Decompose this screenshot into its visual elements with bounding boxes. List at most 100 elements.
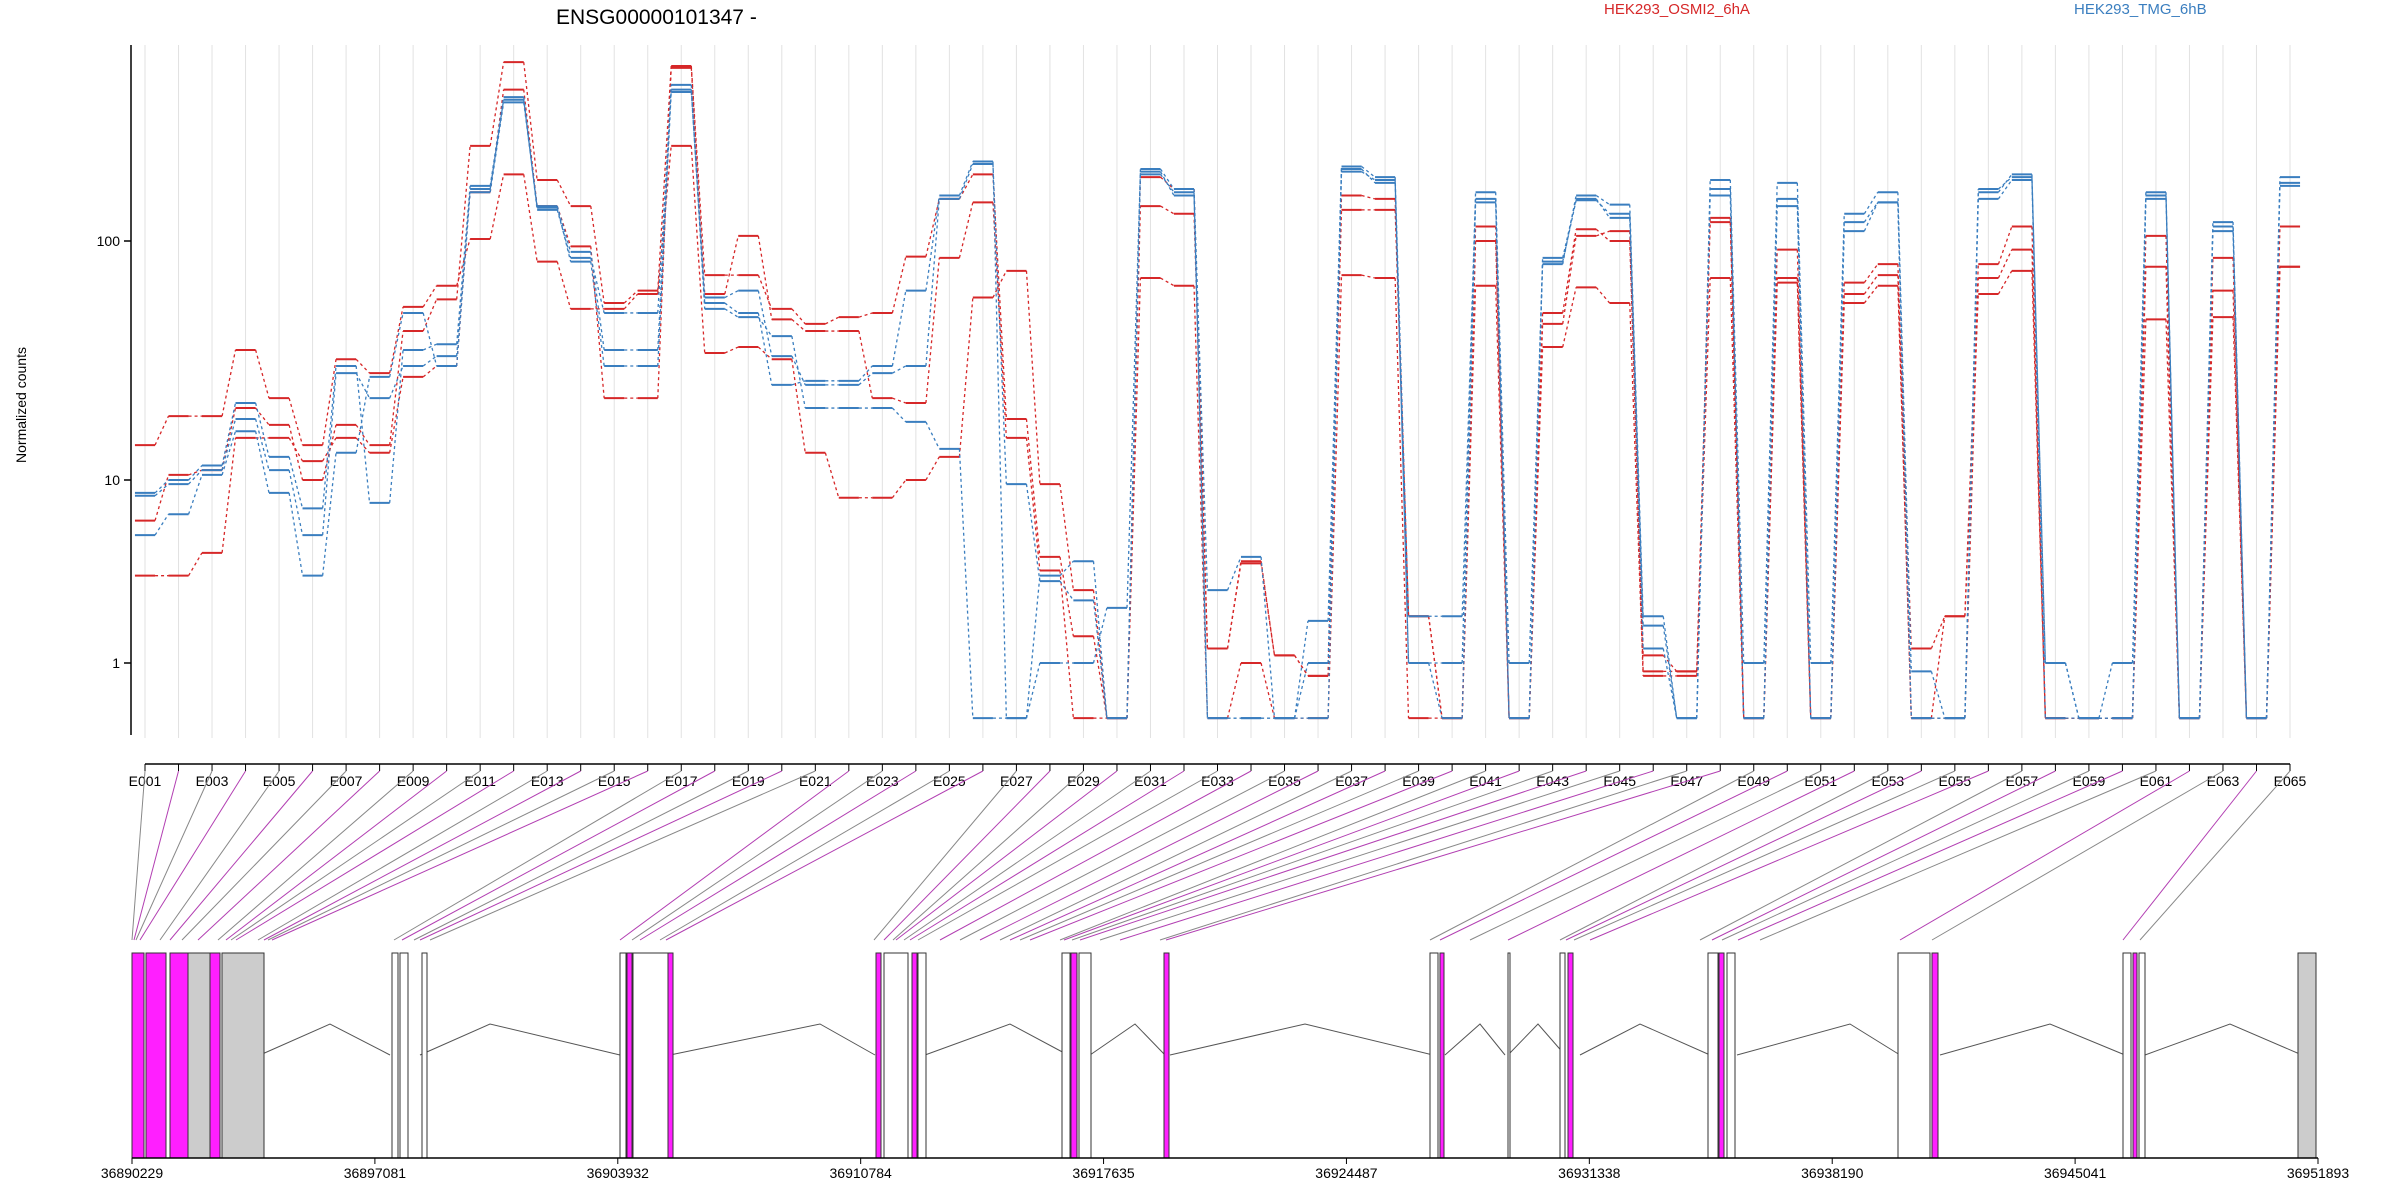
exon-bin-label: E055 [1938, 773, 1971, 789]
series-connector [1595, 199, 1611, 215]
exon-connector [639, 770, 917, 941]
series-connector [1025, 662, 1041, 719]
series-connector [221, 437, 237, 553]
series-connector [1361, 274, 1376, 279]
series-connector [590, 205, 605, 304]
exon-connector [1029, 770, 1453, 941]
exon-bin-label: E041 [1469, 773, 1502, 789]
series-connector [1528, 323, 1544, 719]
exon-connector [1079, 770, 1587, 941]
series-connector [1863, 263, 1879, 283]
exon-connector [181, 770, 347, 941]
series-connector [858, 372, 873, 386]
exon-block [1707, 952, 1719, 1159]
series-connector [221, 431, 237, 476]
series-connector [422, 299, 438, 332]
series-connector [925, 198, 940, 367]
exon-connector [1565, 770, 1922, 941]
series-connector [1293, 662, 1309, 719]
series-connector [1126, 206, 1142, 719]
exon-connector [267, 770, 615, 941]
series-connector [188, 552, 203, 577]
series-connector [690, 92, 706, 298]
series-connector [1059, 556, 1075, 637]
series-connector [1863, 285, 1879, 304]
series-connector [791, 380, 806, 386]
series-connector [1495, 198, 1510, 719]
series-connector [2165, 198, 2181, 719]
series-connector [1092, 561, 1108, 719]
series-connector [254, 349, 270, 399]
intron-line [669, 1023, 876, 1056]
series-connector [1997, 270, 2013, 295]
series-connector [1964, 198, 1979, 719]
series-connector [556, 209, 572, 259]
series-connector [1662, 616, 1678, 719]
exon-connector [1159, 770, 1687, 941]
series-connector [1159, 171, 1175, 196]
exon-connector [999, 770, 1352, 941]
exon-connector [263, 770, 581, 941]
series-connector [288, 469, 304, 536]
series-connector [1629, 213, 1644, 626]
series-connector [422, 343, 437, 351]
series-connector [1863, 202, 1879, 232]
series-connector [1528, 261, 1544, 719]
exon-bin-label: E025 [933, 773, 966, 789]
exon-bin-label: E023 [866, 773, 899, 789]
intron-line [259, 1023, 391, 1056]
exon-block [917, 952, 927, 1159]
series-connector [523, 174, 538, 262]
y-axis-label: Normalized counts [13, 347, 29, 463]
series-3 [134, 88, 2301, 720]
series-connector [1830, 294, 1845, 719]
series-connector [523, 99, 538, 208]
series-connector [791, 308, 806, 325]
series-connector [791, 318, 806, 332]
series-connector [892, 397, 907, 404]
series-connector [724, 290, 739, 299]
exon-connector [139, 770, 246, 941]
genomic-coordinate-label: 36903932 [587, 1165, 650, 1181]
series-connector [1897, 192, 1912, 672]
series-connector [958, 161, 974, 196]
exon-bin-label: E029 [1067, 773, 1100, 789]
exon-block [619, 952, 627, 1159]
series-connector [1025, 483, 1041, 582]
series-connector [355, 358, 371, 374]
series-group [134, 61, 2301, 720]
intron-line [1444, 1023, 1506, 1056]
series-connector [2265, 185, 2281, 719]
series-connector [1160, 277, 1175, 287]
series-connector [389, 312, 404, 378]
exon-connector [1931, 770, 2224, 941]
series-connector [1361, 171, 1376, 181]
series-connector [489, 89, 505, 193]
series-connector [389, 376, 404, 453]
exon-connector [230, 770, 481, 941]
series-connector [321, 365, 337, 509]
exon-block [875, 952, 882, 1159]
series-connector [2232, 222, 2248, 719]
exon-bin-label: E027 [1000, 773, 1033, 789]
exon-connector [892, 770, 1084, 941]
exon-connector [217, 770, 414, 941]
series-connector [1763, 182, 1778, 664]
exon-block [1061, 952, 1071, 1159]
exon-block [1726, 952, 1736, 1159]
exon-block [391, 952, 399, 1159]
exon-connector [1573, 770, 1956, 941]
series-connector [824, 452, 840, 498]
exon-block [1078, 952, 1092, 1159]
genomic-coordinate-label: 36951893 [2287, 1165, 2350, 1181]
series-connector [724, 235, 739, 295]
series-connector [958, 163, 974, 200]
exon-block [1718, 952, 1725, 1159]
series-connector [1361, 194, 1376, 200]
exon-bin-label: E049 [1737, 773, 1770, 789]
series-connector [724, 308, 739, 318]
genomic-coordinate-label: 36917635 [1072, 1165, 1135, 1181]
series-connector [891, 256, 907, 314]
series-connector [489, 174, 505, 240]
series-connector [221, 418, 237, 471]
